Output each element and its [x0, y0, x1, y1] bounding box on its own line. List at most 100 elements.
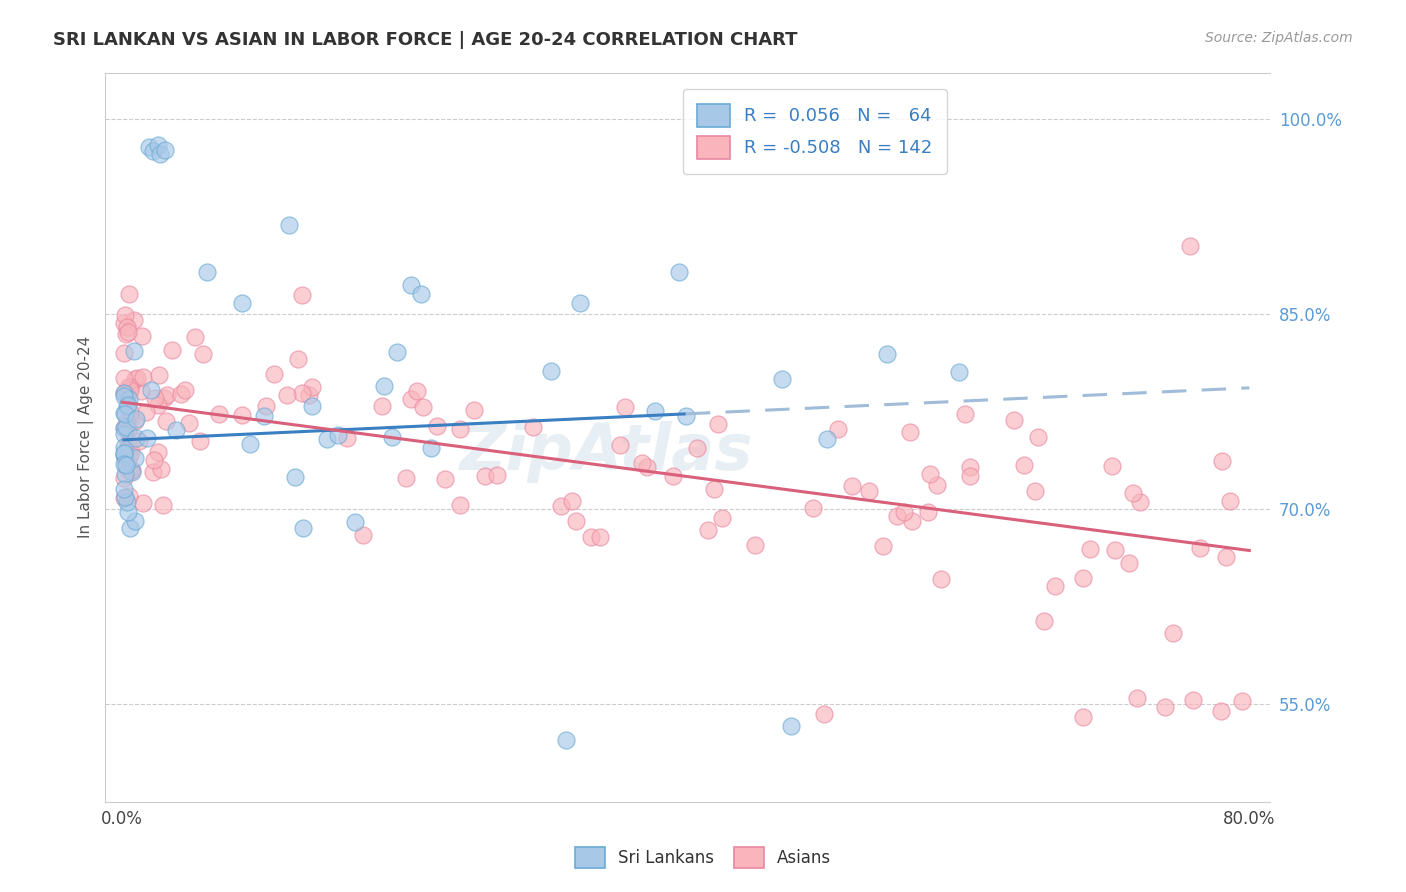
Point	[149, 146, 172, 161]
Point	[117, 398, 139, 412]
Point	[703, 483, 725, 497]
Point	[122, 313, 145, 327]
Point	[1211, 704, 1233, 718]
Point	[118, 521, 141, 535]
Point	[112, 386, 135, 401]
Point	[352, 528, 374, 542]
Point	[801, 500, 824, 515]
Point	[118, 287, 141, 301]
Point	[1024, 483, 1046, 498]
Point	[254, 399, 277, 413]
Point	[142, 465, 165, 479]
Point	[114, 491, 136, 505]
Text: ZipAtlas: ZipAtlas	[460, 421, 754, 483]
Point	[149, 462, 172, 476]
Point	[112, 446, 135, 460]
Point	[1071, 710, 1094, 724]
Point	[143, 452, 166, 467]
Point	[301, 399, 323, 413]
Point	[1125, 690, 1147, 705]
Point	[152, 498, 174, 512]
Point	[128, 434, 150, 449]
Point	[381, 430, 404, 444]
Point	[118, 405, 141, 419]
Point	[893, 505, 915, 519]
Point	[561, 493, 583, 508]
Point	[121, 465, 143, 479]
Point	[841, 479, 863, 493]
Point	[772, 371, 794, 385]
Point	[153, 143, 176, 157]
Point	[555, 733, 578, 747]
Point	[744, 538, 766, 552]
Point	[162, 343, 184, 357]
Point	[953, 408, 976, 422]
Point	[191, 347, 214, 361]
Point	[114, 407, 136, 421]
Point	[146, 398, 169, 412]
Point	[813, 707, 835, 722]
Point	[662, 469, 685, 483]
Point	[112, 389, 135, 403]
Point	[588, 530, 610, 544]
Point	[177, 417, 200, 431]
Point	[112, 426, 135, 441]
Point	[1118, 556, 1140, 570]
Point	[146, 137, 169, 152]
Point	[132, 370, 155, 384]
Point	[135, 405, 157, 419]
Point	[395, 471, 418, 485]
Point	[929, 572, 952, 586]
Point	[1012, 458, 1035, 472]
Point	[117, 489, 139, 503]
Point	[872, 539, 894, 553]
Point	[343, 515, 366, 529]
Point	[136, 431, 159, 445]
Point	[115, 494, 138, 508]
Point	[1043, 579, 1066, 593]
Point	[118, 450, 141, 465]
Point	[399, 278, 422, 293]
Point	[550, 500, 572, 514]
Point	[409, 287, 432, 301]
Point	[239, 436, 262, 450]
Point	[412, 400, 434, 414]
Point	[112, 405, 135, 419]
Point	[898, 425, 921, 439]
Point	[155, 414, 177, 428]
Point	[1122, 486, 1144, 500]
Point	[579, 530, 602, 544]
Point	[118, 392, 141, 407]
Point	[114, 451, 136, 466]
Point	[668, 265, 690, 279]
Point	[710, 511, 733, 525]
Point	[1232, 694, 1254, 708]
Point	[120, 383, 142, 397]
Point	[112, 421, 135, 435]
Point	[118, 412, 141, 426]
Point	[1181, 693, 1204, 707]
Point	[827, 422, 849, 436]
Point	[120, 463, 142, 477]
Point	[188, 434, 211, 449]
Point	[780, 719, 803, 733]
Point	[131, 328, 153, 343]
Point	[405, 384, 427, 398]
Point	[636, 460, 658, 475]
Point	[385, 345, 408, 359]
Point	[291, 386, 314, 401]
Legend: R =  0.056   N =   64, R = -0.508   N = 142: R = 0.056 N = 64, R = -0.508 N = 142	[683, 89, 946, 174]
Point	[291, 521, 314, 535]
Point	[1161, 626, 1184, 640]
Point	[1002, 413, 1025, 427]
Point	[298, 387, 321, 401]
Point	[644, 404, 666, 418]
Point	[540, 364, 562, 378]
Point	[118, 441, 141, 455]
Point	[114, 420, 136, 434]
Point	[112, 470, 135, 484]
Point	[959, 468, 981, 483]
Point	[170, 387, 193, 401]
Point	[522, 419, 544, 434]
Point	[609, 437, 631, 451]
